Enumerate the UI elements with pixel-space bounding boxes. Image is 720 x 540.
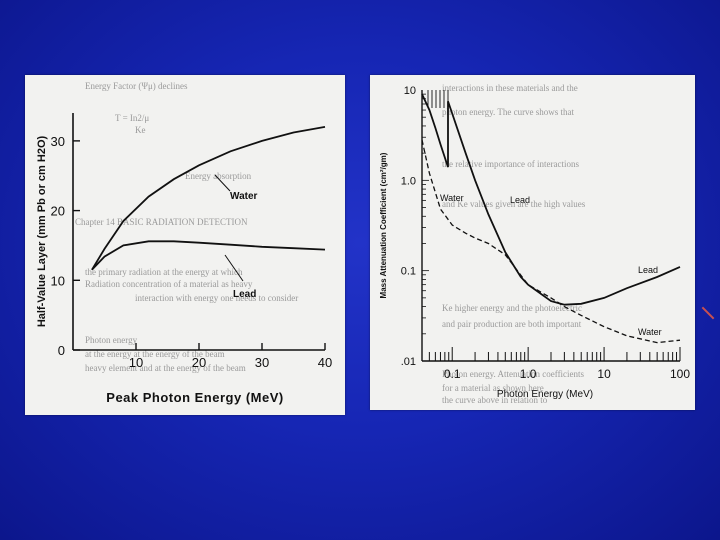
series-line-lead (91, 240, 326, 271)
decorative-red-line (701, 306, 715, 320)
hvl-chart-panel: Energy Factor (Ψμ) declines T = In2/μ Ke En… (25, 75, 345, 415)
background-text-7: interaction with energy one needs to con… (135, 293, 298, 303)
background-text-2: the relative importance of interactions (442, 159, 579, 169)
series-label-water-2: Water (638, 327, 662, 337)
series-pointer-water (214, 174, 231, 192)
background-text-5: and pair production are both important (442, 319, 582, 329)
y-axis-title: Half-Value Layer (mm Pb or cm H2O) (36, 136, 48, 328)
series-pointer-lead (224, 254, 244, 282)
x-tick-label-40: 40 (318, 355, 332, 370)
y-tick-label-20: 20 (51, 204, 65, 219)
x-axis-title: Peak Photon Energy (MeV) (106, 390, 283, 405)
background-text-2: Ke (135, 125, 146, 135)
background-text-5: the primary radiation at the energy at w… (85, 267, 243, 277)
attenuation-chart-panel: interactions in these materials and the p… (370, 75, 695, 410)
y-tick-label-0: 0 (58, 343, 65, 358)
series-label-lead: Lead (233, 289, 256, 300)
background-text-6: Radiation concentration of a material as… (85, 279, 253, 289)
series-label-water: Water (230, 191, 258, 202)
background-text-8: Photon energy (85, 335, 138, 345)
x-tick-label-10: 10 (129, 355, 143, 370)
background-text-6: Photon energy. Attenuation coefficients (442, 369, 585, 379)
background-text-1: photon energy. The curve shows that (442, 107, 575, 117)
y-axis-title: Mass Attenuation Coefficient (cm²/gm) (379, 152, 388, 298)
x-tick-label-1: 1.0 (520, 367, 537, 381)
background-text-0: interactions in these materials and the (442, 83, 578, 93)
x-axis-title: Photon Energy (MeV) (497, 389, 593, 400)
x-tick-label-30: 30 (255, 355, 269, 370)
series-line-water (91, 126, 326, 271)
x-tick-label-3: 100 (670, 367, 690, 381)
y-tick-label-30: 30 (51, 134, 65, 149)
background-text-7: for a material as shown here (442, 383, 544, 393)
x-tick-label-0: 0.1 (444, 367, 461, 381)
background-text-4: Ke higher energy and the photoelectric (442, 303, 582, 313)
hvl-chart: Energy Factor (Ψμ) declines T = In2/μ Ke En… (36, 81, 332, 405)
y-tick-label-3: .01 (401, 356, 416, 368)
series-label-lead-2: Lead (638, 265, 658, 275)
background-text-1: T = In2/μ (115, 113, 149, 123)
series-line-water (421, 139, 681, 344)
series-label-water-1: Water (440, 193, 464, 203)
background-text-8: the curve above in relation to (442, 395, 548, 405)
background-text-0: Energy Factor (Ψμ) declines (85, 81, 188, 91)
background-text-3: and Ke values given are the high values (442, 199, 586, 209)
x-tick-label-20: 20 (192, 355, 206, 370)
y-tick-label-2: 0.1 (401, 266, 416, 278)
x-tick-label-2: 10 (597, 367, 611, 381)
attenuation-chart: interactions in these materials and the p… (379, 83, 690, 405)
background-text-10: heavy element and at the energy of the b… (85, 363, 246, 373)
background-text-4: Chapter 14 BASIC RADIATION DETECTION (75, 217, 248, 227)
series-label-lead-1: Lead (510, 195, 530, 205)
background-text-9: at the energy at the energy of the beam (85, 349, 225, 359)
background-text-3: Energy absorption (185, 171, 252, 181)
series-line-lead (421, 93, 681, 306)
y-tick-label-10: 10 (51, 273, 65, 288)
y-tick-label-0: 10 (404, 85, 416, 97)
y-tick-label-1: 1.0 (401, 175, 416, 187)
